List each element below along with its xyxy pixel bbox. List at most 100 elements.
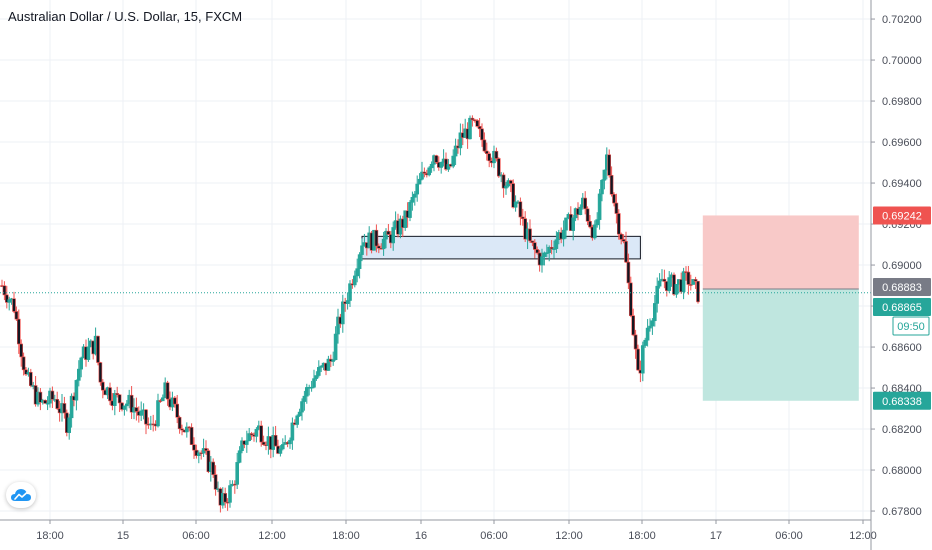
candle-body — [403, 210, 408, 228]
candle-body — [648, 325, 652, 329]
candle-body — [496, 158, 501, 177]
candle-body — [420, 171, 424, 180]
price-badges: 0.69242 0.68883 0.68865 09:50 0.68338 — [873, 206, 931, 410]
candle-body — [624, 241, 628, 263]
candle-body — [544, 252, 549, 254]
candle-body — [645, 327, 650, 341]
chart-title: Australian Dollar / U.S. Dollar, 15, FXC… — [8, 9, 243, 24]
candle-body — [2, 285, 7, 296]
candle-body — [540, 256, 544, 266]
candle-body — [616, 213, 621, 235]
candle-body — [542, 252, 547, 257]
candle-body — [628, 282, 633, 317]
candle-body — [547, 246, 552, 253]
y-tick-label: 0.70200 — [882, 14, 922, 26]
candle-body — [204, 448, 208, 451]
y-tick-label: 0.67800 — [882, 506, 922, 518]
candle-body — [165, 382, 170, 400]
candle-body — [249, 433, 254, 436]
candle-body — [636, 348, 640, 371]
candle-body — [14, 311, 19, 320]
candle-body — [439, 162, 444, 168]
candle-body — [233, 483, 237, 486]
x-tick-label: 12:00 — [849, 530, 877, 542]
y-tick-label: 0.70000 — [882, 55, 922, 67]
candle-body — [374, 229, 379, 247]
candle-body — [412, 193, 417, 198]
candle-body — [38, 391, 43, 403]
candle-body — [415, 183, 420, 195]
candle-body — [602, 169, 607, 181]
candle-body — [206, 450, 211, 473]
candle-body — [357, 254, 362, 269]
candle-body — [173, 397, 177, 405]
drawing-layer[interactable] — [361, 215, 859, 401]
candle-body — [429, 163, 434, 169]
candle-body — [484, 150, 489, 154]
candle-body — [650, 320, 655, 327]
candle-body — [384, 230, 388, 240]
candle-body — [62, 403, 67, 414]
candle-body — [686, 271, 691, 285]
candle-body — [513, 201, 518, 208]
candle-body — [312, 378, 316, 388]
candle-body — [295, 415, 300, 425]
candle-body — [360, 245, 364, 255]
candle-body — [612, 193, 616, 204]
stop-loss-zone[interactable] — [702, 215, 859, 290]
candle-body — [333, 333, 338, 360]
candle-body — [300, 401, 304, 413]
candle-body — [578, 206, 583, 215]
candle-body — [352, 275, 357, 286]
candle-body — [297, 411, 302, 417]
candle-body — [67, 417, 71, 433]
candle-body — [501, 174, 506, 189]
x-tick-label: 18:00 — [628, 530, 656, 542]
tradingview-cloud-icon[interactable] — [6, 482, 36, 508]
candle-body — [16, 318, 21, 345]
candle-body — [504, 185, 508, 189]
x-tick-label: 18:00 — [332, 530, 360, 542]
candle-body — [175, 403, 179, 418]
candle-body — [696, 280, 700, 303]
candle-body — [564, 217, 568, 231]
candle-body — [348, 283, 352, 301]
stop-price-badge: 0.69242 — [882, 210, 922, 222]
candle-body — [600, 179, 604, 195]
candle-body — [470, 117, 475, 121]
candle-body — [609, 175, 614, 195]
candle-body — [571, 217, 576, 231]
candle-body — [655, 285, 660, 304]
candle-body — [427, 167, 432, 176]
candle-body — [223, 493, 227, 503]
candle-body — [667, 277, 672, 291]
candle-body — [43, 399, 48, 404]
candle-body — [21, 356, 26, 371]
candle-body — [185, 426, 189, 433]
candle-body — [554, 239, 559, 249]
candle-body — [595, 219, 600, 226]
candle-body — [386, 230, 391, 235]
take-profit-zone[interactable] — [702, 289, 859, 401]
candle-body — [278, 448, 283, 454]
candle-body — [5, 294, 9, 303]
candle-body — [331, 359, 336, 362]
candle-body — [237, 450, 242, 463]
candle-body — [245, 440, 249, 445]
x-tick-label: 12:00 — [258, 530, 286, 542]
last-price-badge: 0.68865 — [882, 302, 922, 314]
candle-body — [280, 444, 285, 450]
x-tick-label: 06:00 — [480, 530, 508, 542]
support-zone-rectangle[interactable] — [361, 235, 641, 260]
target-price-badge: 0.68338 — [882, 396, 922, 408]
grid-lines — [0, 0, 871, 520]
candle-body — [585, 208, 590, 222]
candle-body — [494, 150, 499, 159]
candle-body — [125, 403, 129, 407]
candle-body — [487, 153, 492, 162]
candle-body — [180, 428, 184, 431]
candle-body — [12, 298, 16, 312]
